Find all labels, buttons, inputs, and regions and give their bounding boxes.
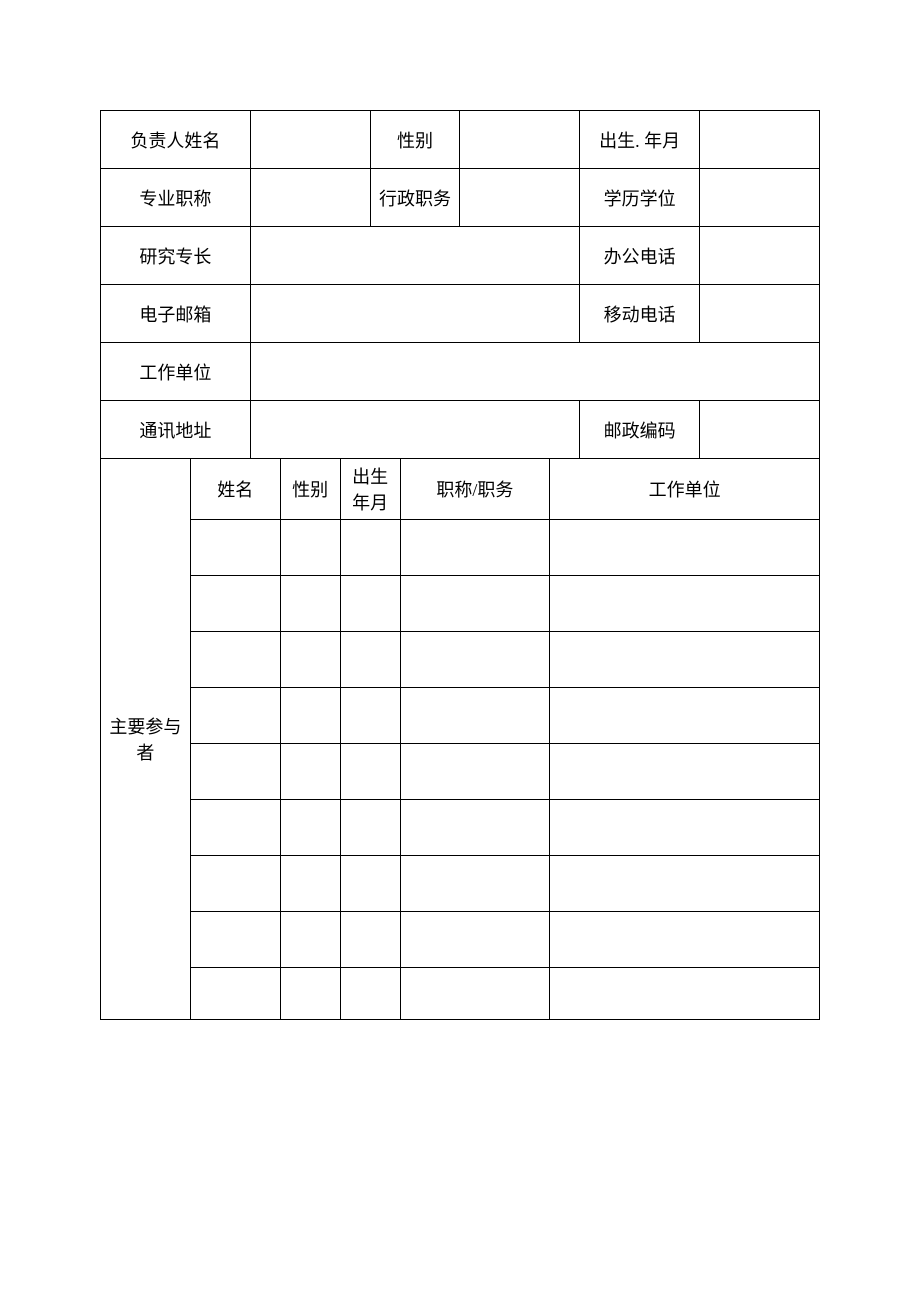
- value-research: [250, 227, 579, 285]
- label-address: 通讯地址: [101, 401, 251, 459]
- participant-row-cell: [550, 856, 820, 912]
- label-education: 学历学位: [580, 169, 700, 227]
- value-person-name: [250, 111, 370, 169]
- participant-row-cell: [280, 800, 340, 856]
- participant-row-cell: [190, 912, 280, 968]
- value-gender: [460, 111, 580, 169]
- label-person-name: 负责人姓名: [101, 111, 251, 169]
- participant-row-cell: [280, 968, 340, 1020]
- participant-row-cell: [190, 968, 280, 1020]
- participant-row-cell: [340, 744, 400, 800]
- value-work-unit: [250, 343, 819, 401]
- participant-row-cell: [340, 520, 400, 576]
- participant-row-cell: [340, 856, 400, 912]
- participant-row-cell: [280, 912, 340, 968]
- participant-row-cell: [550, 744, 820, 800]
- label-postcode: 邮政编码: [580, 401, 700, 459]
- participant-header-name: 姓名: [190, 459, 280, 520]
- participant-row-cell: [190, 576, 280, 632]
- value-postcode: [700, 401, 820, 459]
- label-office-phone: 办公电话: [580, 227, 700, 285]
- participant-row-cell: [550, 688, 820, 744]
- participant-row-cell: [400, 688, 550, 744]
- label-research: 研究专长: [101, 227, 251, 285]
- participant-row-cell: [190, 744, 280, 800]
- participant-row-cell: [550, 520, 820, 576]
- participant-header-birth: 出生年月: [340, 459, 400, 520]
- participant-row-cell: [280, 632, 340, 688]
- participant-row-cell: [550, 632, 820, 688]
- participant-row-cell: [190, 800, 280, 856]
- participant-row-cell: [400, 856, 550, 912]
- participant-header-title-post: 职称/职务: [400, 459, 550, 520]
- participant-row-cell: [190, 856, 280, 912]
- participant-header-gender: 性别: [280, 459, 340, 520]
- participant-row-cell: [400, 968, 550, 1020]
- participant-row-cell: [190, 632, 280, 688]
- value-address: [250, 401, 579, 459]
- label-gender: 性别: [370, 111, 460, 169]
- participant-row-cell: [400, 576, 550, 632]
- label-mobile: 移动电话: [580, 285, 700, 343]
- participant-row-cell: [550, 968, 820, 1020]
- value-title: [250, 169, 370, 227]
- participant-row-cell: [340, 800, 400, 856]
- participant-row-cell: [280, 688, 340, 744]
- participant-row-cell: [400, 744, 550, 800]
- participant-header-work-unit: 工作单位: [550, 459, 820, 520]
- participant-row-cell: [550, 912, 820, 968]
- value-birth: [700, 111, 820, 169]
- participant-row-cell: [190, 520, 280, 576]
- participant-row-cell: [400, 632, 550, 688]
- participant-row-cell: [280, 520, 340, 576]
- participant-row-cell: [190, 688, 280, 744]
- participant-row-cell: [400, 912, 550, 968]
- participant-row-cell: [400, 520, 550, 576]
- participant-row-cell: [280, 576, 340, 632]
- label-email: 电子邮箱: [101, 285, 251, 343]
- participant-row-cell: [550, 800, 820, 856]
- label-work-unit: 工作单位: [101, 343, 251, 401]
- value-office-phone: [700, 227, 820, 285]
- participant-row-cell: [340, 576, 400, 632]
- value-education: [700, 169, 820, 227]
- participant-row-cell: [400, 800, 550, 856]
- value-admin-post: [460, 169, 580, 227]
- participant-row-cell: [340, 912, 400, 968]
- label-title: 专业职称: [101, 169, 251, 227]
- participant-row-cell: [550, 576, 820, 632]
- participant-row-cell: [340, 632, 400, 688]
- label-admin-post: 行政职务: [370, 169, 460, 227]
- value-email: [250, 285, 579, 343]
- participant-row-cell: [340, 968, 400, 1020]
- label-birth: 出生. 年月: [580, 111, 700, 169]
- participant-row-cell: [340, 688, 400, 744]
- label-participants: 主要参与者: [101, 459, 191, 1020]
- participant-row-cell: [280, 744, 340, 800]
- value-mobile: [700, 285, 820, 343]
- participant-row-cell: [280, 856, 340, 912]
- registration-form-table: 负责人姓名 性别 出生. 年月 专业职称 行政职务 学历学位 研究专长 办公电话…: [100, 110, 820, 1020]
